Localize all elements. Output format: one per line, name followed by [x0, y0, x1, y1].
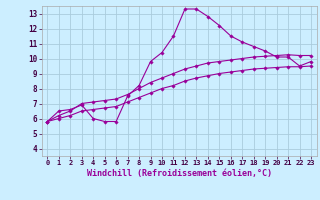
X-axis label: Windchill (Refroidissement éolien,°C): Windchill (Refroidissement éolien,°C) [87, 169, 272, 178]
